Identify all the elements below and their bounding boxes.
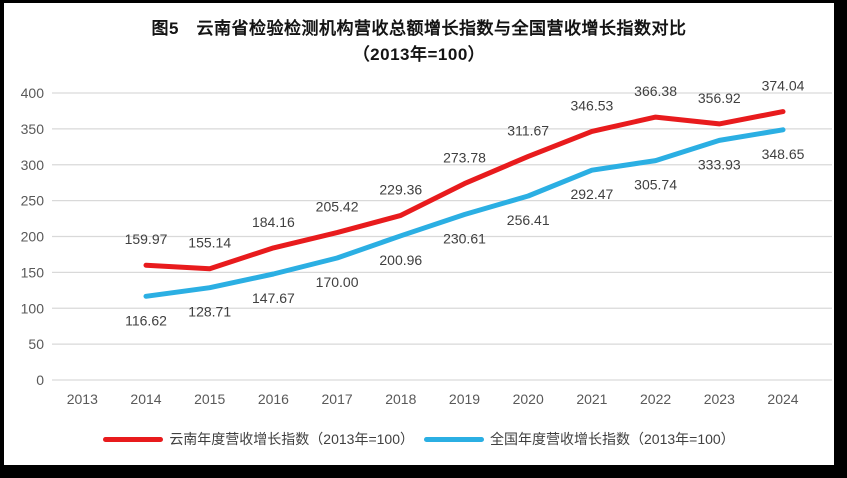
yunnan-series-label: 云南年度营收增长指数（2013年=100） (169, 431, 414, 447)
yunnan-data-labels: 159.97 155.14 184.16 205.42 229.36 273.78 311.… (125, 78, 805, 251)
yunnan-series-line (143, 109, 786, 272)
x-tick-label: 2013 (67, 391, 98, 407)
national-data-label: 147.67 (252, 290, 295, 306)
yunnan-data-label: 311.67 (507, 122, 549, 138)
x-tick-label: 2017 (322, 391, 353, 407)
y-tick-label: 100 (21, 300, 45, 316)
y-tick-label: 0 (36, 372, 44, 388)
y-tick-label: 50 (28, 336, 44, 352)
chart-title: 图5 云南省检验检测机构营收总额增长指数与全国营收增长指数对比 （2013年=1… (4, 16, 834, 68)
x-tick-label: 2024 (767, 391, 798, 407)
x-tick-label: 2019 (449, 391, 480, 407)
national-series-swatch-icon (424, 436, 484, 442)
yunnan-data-label: 273.78 (443, 150, 486, 166)
yunnan-data-label: 155.14 (188, 235, 231, 251)
yunnan-series-swatch-icon (103, 436, 164, 442)
yunnan-data-label: 229.36 (379, 181, 422, 197)
y-axis-tick-labels: 0 50 100 150 200 250 300 350 400 (21, 85, 45, 388)
x-tick-label: 2014 (130, 391, 161, 407)
national-data-labels: 116.62 128.71 147.67 170.00 200.96 230.61 256.… (125, 146, 805, 328)
y-tick-label: 300 (21, 157, 45, 173)
x-tick-label: 2022 (640, 391, 671, 407)
national-data-label: 292.47 (570, 186, 613, 202)
yunnan-data-label: 205.42 (316, 199, 359, 215)
y-tick-label: 400 (21, 85, 45, 101)
y-gridlines (52, 92, 832, 381)
yunnan-data-label: 346.53 (570, 97, 613, 113)
national-data-label: 170.00 (316, 274, 359, 290)
yunnan-data-label: 366.38 (634, 83, 677, 99)
x-tick-label: 2021 (576, 391, 607, 407)
x-tick-label: 2015 (194, 391, 225, 407)
yunnan-data-label: 184.16 (252, 214, 295, 230)
legend-item-yunnan: 云南年度营收增长指数（2013年=100） (103, 429, 414, 449)
x-tick-label: 2020 (513, 391, 544, 407)
national-series-line (143, 127, 786, 299)
y-tick-label: 200 (21, 229, 45, 245)
national-data-label: 116.62 (125, 312, 167, 328)
chart-legend: 云南年度营收增长指数（2013年=100） 全国年度营收增长指数（2013年=1… (4, 428, 834, 450)
y-tick-label: 150 (21, 264, 45, 280)
national-data-label: 348.65 (762, 146, 805, 162)
chart-frame: 图5 云南省检验检测机构营收总额增长指数与全国营收增长指数对比 （2013年=1… (4, 3, 834, 465)
national-data-label: 200.96 (379, 252, 422, 268)
x-tick-label: 2016 (258, 391, 289, 407)
national-data-label: 128.71 (188, 304, 231, 320)
line-chart-plot: 0 50 100 150 200 250 300 350 400 2013 2014 2015 2016… (21, 78, 832, 407)
national-data-label: 256.41 (507, 212, 550, 228)
x-tick-label: 2023 (704, 391, 735, 407)
x-axis-tick-labels: 2013 2014 2015 2016 2017 2018 2019 2020 2021 2022… (67, 391, 799, 407)
y-tick-label: 350 (21, 121, 45, 137)
yunnan-data-label: 356.92 (698, 90, 741, 106)
chart-title-line1: 图5 云南省检验检测机构营收总额增长指数与全国营收增长指数对比 (151, 19, 687, 38)
national-data-label: 230.61 (443, 231, 486, 247)
x-tick-label: 2018 (385, 391, 416, 407)
y-tick-label: 250 (21, 193, 45, 209)
legend-item-national: 全国年度营收增长指数（2013年=100） (424, 429, 735, 449)
chart-title-line2: （2013年=100） (352, 45, 486, 64)
national-series-label: 全国年度营收增长指数（2013年=100） (490, 431, 735, 447)
national-data-label: 305.74 (634, 177, 677, 193)
national-data-label: 333.93 (698, 156, 741, 172)
yunnan-data-label: 159.97 (125, 231, 168, 247)
yunnan-data-label: 374.04 (762, 78, 805, 94)
